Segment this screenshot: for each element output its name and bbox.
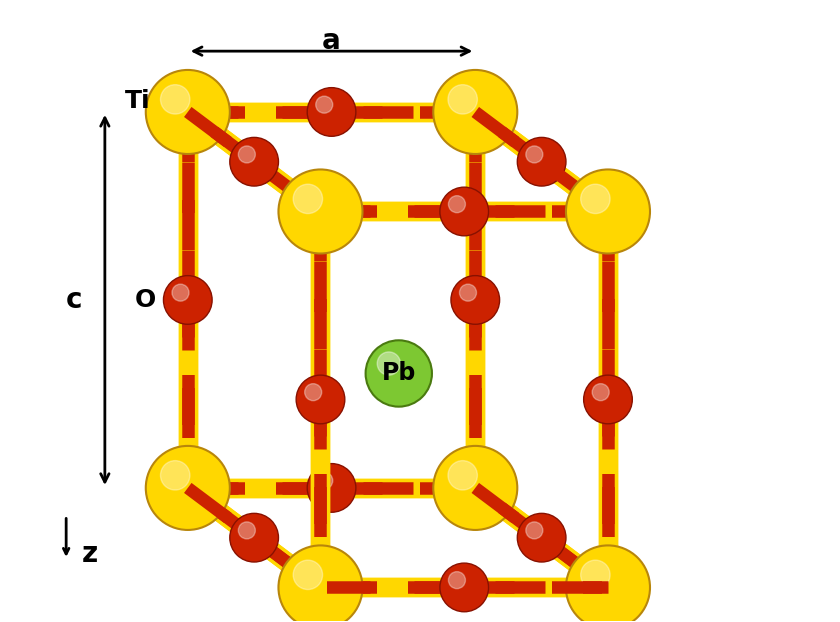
Text: a: a	[323, 27, 341, 55]
Circle shape	[365, 340, 432, 407]
Circle shape	[433, 70, 517, 154]
Circle shape	[307, 88, 356, 136]
Circle shape	[293, 184, 323, 213]
Circle shape	[307, 463, 356, 513]
Circle shape	[146, 70, 230, 154]
Text: z: z	[81, 541, 98, 569]
Circle shape	[146, 446, 230, 530]
Circle shape	[526, 522, 543, 539]
Circle shape	[566, 169, 650, 254]
Circle shape	[305, 384, 322, 401]
Circle shape	[230, 513, 279, 562]
Circle shape	[451, 276, 500, 324]
Text: c: c	[66, 286, 83, 314]
Circle shape	[433, 446, 517, 530]
Circle shape	[580, 560, 610, 590]
Circle shape	[239, 146, 255, 163]
Circle shape	[459, 284, 476, 301]
Circle shape	[230, 137, 279, 186]
Circle shape	[440, 563, 489, 612]
Circle shape	[448, 85, 477, 114]
Circle shape	[526, 146, 543, 163]
Circle shape	[160, 461, 190, 490]
Circle shape	[297, 375, 344, 424]
Circle shape	[517, 137, 566, 186]
Circle shape	[316, 472, 333, 489]
Circle shape	[239, 522, 255, 539]
Circle shape	[517, 513, 566, 562]
Circle shape	[566, 545, 650, 622]
Circle shape	[592, 384, 609, 401]
Circle shape	[316, 96, 333, 113]
Circle shape	[377, 352, 401, 375]
Circle shape	[440, 187, 489, 236]
Circle shape	[580, 184, 610, 213]
Circle shape	[160, 85, 190, 114]
Circle shape	[448, 461, 477, 490]
Circle shape	[279, 545, 363, 622]
Circle shape	[279, 169, 363, 254]
Circle shape	[584, 375, 633, 424]
Circle shape	[293, 560, 323, 590]
Circle shape	[449, 196, 465, 213]
Text: O: O	[135, 288, 156, 312]
Circle shape	[172, 284, 189, 301]
Circle shape	[449, 572, 465, 588]
Text: Ti: Ti	[125, 89, 151, 113]
Text: Pb: Pb	[381, 361, 416, 386]
Circle shape	[164, 276, 213, 324]
